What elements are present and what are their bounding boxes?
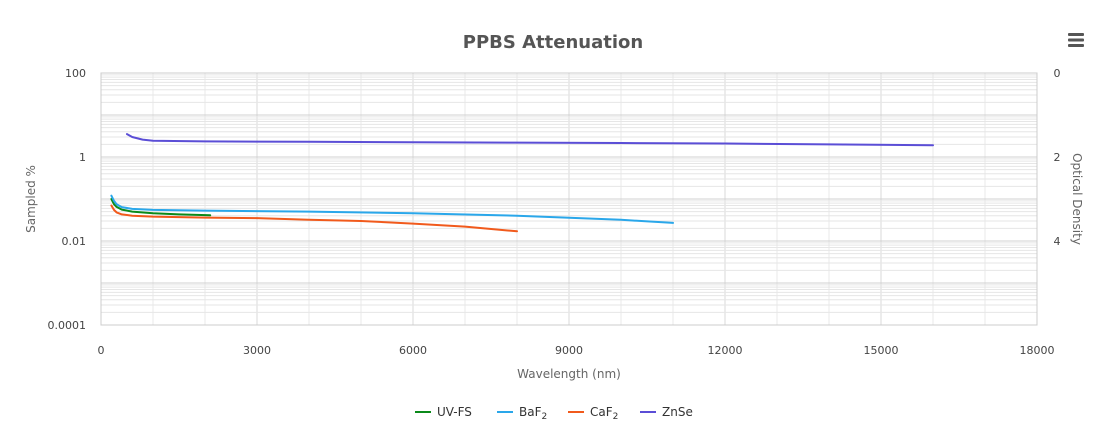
y-tick-label: 0.0001 [48,319,87,332]
series-line-znse[interactable] [126,133,934,147]
legend-label: CaF2 [590,405,618,422]
y-tick-label: 0.01 [62,235,87,248]
plot-area [100,72,1038,326]
series-line-caf2[interactable] [110,204,518,233]
y-axis-title: Sampled % [24,165,38,233]
series-layer [110,133,934,233]
legend-item-caf2[interactable]: CaF2 [568,405,618,422]
y2-tick-label: 4 [1054,235,1061,248]
hamburger-menu-icon[interactable] [1064,28,1088,52]
grid [101,73,1037,326]
x-tick-label: 12000 [708,344,743,357]
x-tick-label: 6000 [399,344,427,357]
y2-tick-label: 0 [1054,67,1061,80]
series-line-uv-fs[interactable] [110,198,212,217]
y-tick-label: 1 [79,151,86,164]
legend-label: ZnSe [662,405,693,419]
legend-item-baf2[interactable]: BaF2 [497,405,547,422]
legend: UV-FS BaF2 CaF2 ZnSe [415,405,693,422]
legend-item-znse[interactable]: ZnSe [640,405,693,419]
legend-label: UV-FS [437,405,472,419]
y-tick-label: 100 [65,67,86,80]
x-axis-title: Wavelength (nm) [517,367,621,381]
chart-title: PPBS Attenuation [463,32,643,53]
x-tick-label: 9000 [555,344,583,357]
y2-tick-label: 2 [1054,151,1061,164]
y2-axis-title: Optical Density [1070,153,1084,245]
axis-ticks: 0 3000 6000 9000 12000 15000 18000 100 1 0.01 0.00… [48,67,1061,357]
x-tick-label: 0 [98,344,105,357]
x-tick-label: 3000 [243,344,271,357]
x-tick-label: 18000 [1020,344,1055,357]
x-tick-label: 15000 [864,344,899,357]
legend-item-uv-fs[interactable]: UV-FS [415,405,472,419]
legend-label: BaF2 [519,405,547,422]
series-line-baf2[interactable] [110,194,674,224]
